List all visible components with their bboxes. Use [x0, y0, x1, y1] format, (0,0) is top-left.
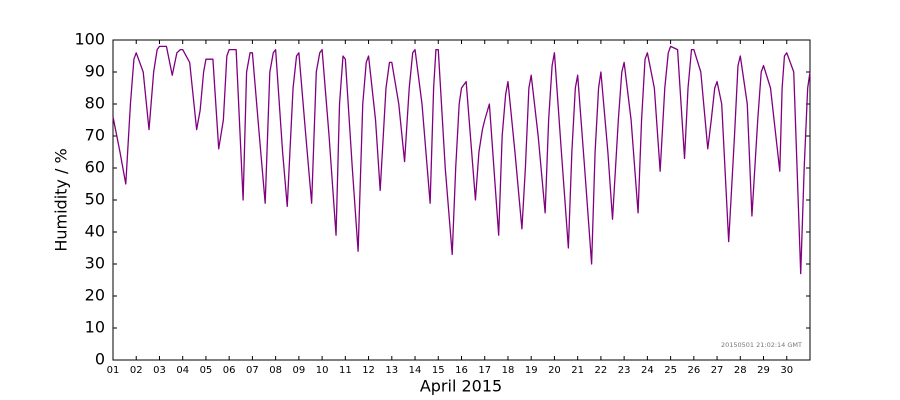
- x-tick-label: 07: [246, 365, 259, 376]
- x-tick-label: 19: [525, 365, 538, 376]
- x-tick-label: 09: [292, 365, 305, 376]
- x-tick-label: 23: [618, 365, 631, 376]
- x-tick-label: 29: [757, 365, 770, 376]
- x-tick-label: 14: [409, 365, 422, 376]
- x-tick-label: 13: [385, 365, 398, 376]
- x-tick-label: 28: [734, 365, 747, 376]
- x-tick-label: 26: [687, 365, 700, 376]
- x-tick-label: 02: [130, 365, 143, 376]
- x-tick-label: 08: [269, 365, 282, 376]
- y-tick-label: 90: [85, 62, 105, 81]
- x-tick-label: 22: [595, 365, 608, 376]
- x-tick-label: 16: [455, 365, 468, 376]
- x-axis-label: April 2015: [420, 377, 502, 396]
- x-tick-label: 04: [176, 365, 189, 376]
- y-tick-label: 60: [85, 158, 105, 177]
- x-tick-label: 12: [362, 365, 375, 376]
- x-tick-label: 05: [200, 365, 213, 376]
- y-tick-label: 80: [85, 94, 105, 113]
- x-tick-label: 27: [711, 365, 724, 376]
- humidity-line: [112, 45, 811, 275]
- y-tick-label: 70: [85, 126, 105, 145]
- x-tick-label: 20: [548, 365, 561, 376]
- y-tick-label: 30: [85, 254, 105, 273]
- y-tick-label: 0: [95, 350, 105, 369]
- y-tick-label: 50: [85, 190, 105, 209]
- timestamp: 20150501 21:02:14 GMT: [721, 341, 802, 349]
- y-tick-label: 100: [74, 30, 105, 49]
- y-tick-label: 40: [85, 222, 105, 241]
- x-tick-label: 25: [664, 365, 677, 376]
- x-tick-label: 15: [432, 365, 445, 376]
- x-tick-label: 18: [502, 365, 515, 376]
- x-tick-label: 11: [339, 365, 352, 376]
- y-tick-label: 10: [85, 318, 105, 337]
- x-tick-label: 30: [780, 365, 793, 376]
- x-tick-label: 24: [641, 365, 654, 376]
- x-tick-label: 03: [153, 365, 166, 376]
- x-tick-label: 06: [223, 365, 236, 376]
- x-tick-label: 01: [107, 365, 120, 376]
- y-axis-label: Humidity / %: [52, 148, 71, 251]
- x-tick-label: 21: [571, 365, 584, 376]
- x-tick-label: 10: [316, 365, 329, 376]
- y-tick-label: 20: [85, 286, 105, 305]
- x-tick-label: 17: [478, 365, 491, 376]
